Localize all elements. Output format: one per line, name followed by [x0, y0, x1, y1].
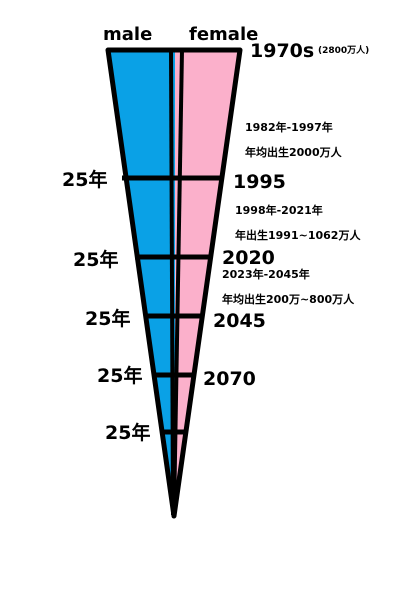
- center-divider-left: [169, 49, 175, 516]
- female-label: female: [189, 24, 258, 45]
- interval-label-5: 25年: [105, 421, 150, 444]
- year-label-2045: 2045: [213, 310, 266, 332]
- annotation-1-line1: 1982年-1997年: [245, 120, 333, 134]
- annotation-2-line2: 年出生1991~1062万人: [235, 228, 361, 242]
- annotation-2-line1: 1998年-2021年: [235, 203, 323, 217]
- top-year-label: 1970s: [250, 40, 314, 62]
- interval-label-2: 25年: [73, 248, 118, 271]
- top-year-note: (2800万人): [318, 44, 369, 56]
- interval-label-1: 25年: [62, 168, 107, 191]
- interval-label-3: 25年: [85, 307, 130, 330]
- year-label-2070: 2070: [203, 368, 256, 390]
- annotation-3-line2: 年均出生200万~800万人: [222, 292, 355, 306]
- interval-label-4: 25年: [97, 364, 142, 387]
- annotation-1-line2: 年均出生2000万人: [245, 145, 343, 159]
- center-divider-right: [172, 49, 184, 516]
- male-label: male: [103, 24, 152, 45]
- annotation-3-line1: 2023年-2045年: [222, 267, 310, 281]
- year-label-2020: 2020: [222, 247, 275, 269]
- year-label-1995: 1995: [233, 171, 286, 193]
- funnel-outline: [105, 47, 243, 519]
